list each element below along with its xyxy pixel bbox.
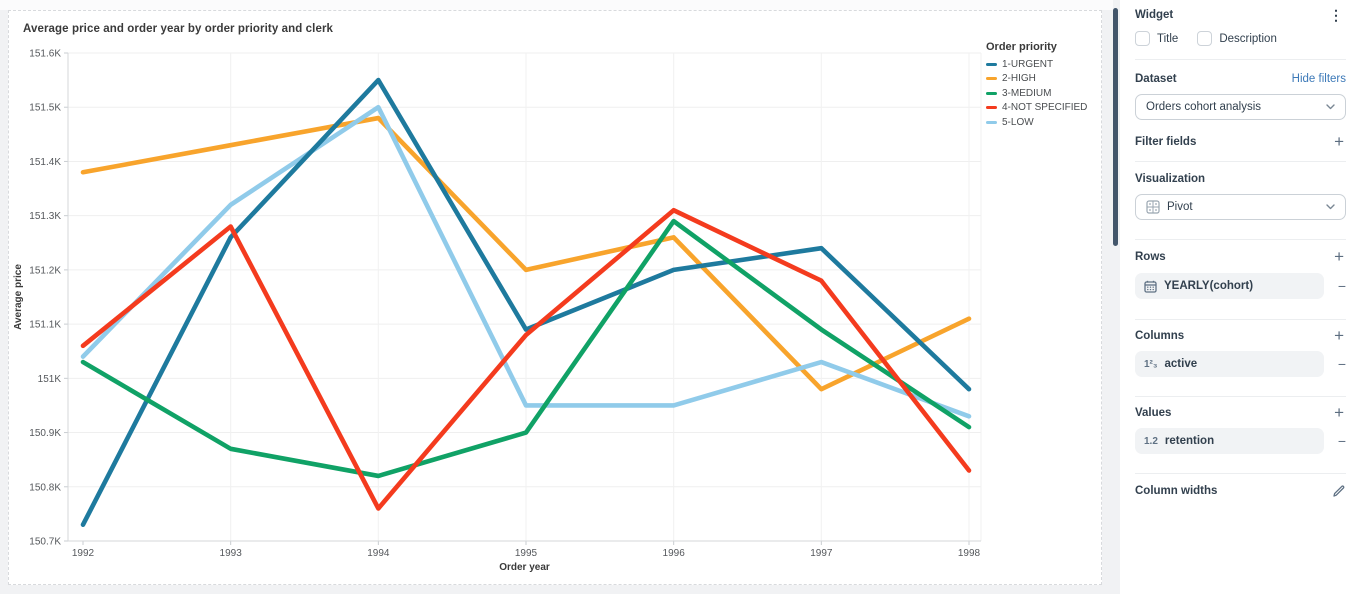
dataset-select[interactable]: Orders cohort analysis — [1135, 94, 1346, 120]
calendar-icon — [1144, 280, 1157, 293]
y-tick-label: 150.9K — [29, 428, 61, 439]
visualization-label: Visualization — [1135, 173, 1206, 185]
panel-title: Widget — [1135, 9, 1174, 21]
visualization-select[interactable]: Pivot — [1135, 194, 1346, 220]
chart-svg[interactable]: 150.7K 150.8K 150.9K 151K 151.1K 151.2K 151.3K… — [9, 11, 1101, 584]
rows-field-chip[interactable]: YEARLY(cohort) — [1135, 273, 1324, 299]
legend-swatch — [986, 120, 997, 124]
values-label: Values — [1135, 407, 1172, 419]
kebab-menu-icon[interactable]: ⋮ — [1329, 7, 1343, 23]
x-tick-label: 1994 — [367, 548, 390, 559]
x-tick-label: 1997 — [810, 548, 833, 559]
y-axis-title: Average price — [13, 264, 24, 330]
y-tick-label: 151.2K — [29, 265, 61, 276]
checkbox-icon[interactable] — [1135, 31, 1150, 46]
remove-columns-field-icon[interactable]: − — [1337, 356, 1346, 372]
x-tick-label: 1995 — [515, 548, 538, 559]
legend-label: 5-LOW — [1002, 116, 1034, 128]
legend-items: 1-URGENT 2-HIGH 3-MEDIUM 4-NOT SPECIFIED 5-L… — [986, 57, 1098, 130]
y-tick-label: 151.6K — [29, 49, 61, 60]
x-tick-label: 1996 — [663, 548, 686, 559]
legend-title: Order priority — [986, 41, 1057, 53]
y-tick-label: 150.8K — [29, 482, 61, 493]
values-field-chip[interactable]: 1.2 retention — [1135, 428, 1324, 454]
legend-label: 1-URGENT — [1002, 58, 1054, 70]
checkbox-icon[interactable] — [1197, 31, 1213, 46]
series-line-2-HIGH[interactable] — [80, 115, 972, 392]
chevron-down-icon — [1326, 104, 1335, 110]
dataset-label: Dataset — [1135, 73, 1177, 85]
rows-label: Rows — [1135, 251, 1166, 263]
pencil-edit-icon[interactable] — [1332, 484, 1346, 498]
settings-panel: Widget ⋮ Title Description Dataset Hide … — [1120, 0, 1358, 594]
description-checkbox[interactable]: Description — [1197, 31, 1277, 46]
series-line-3-MEDIUM[interactable] — [80, 218, 972, 479]
decimal-field-icon: 1.2 — [1144, 435, 1158, 447]
series-line-4-NOT SPECIFIED[interactable] — [80, 207, 972, 511]
add-row-icon[interactable]: + — [1334, 247, 1344, 266]
chevron-down-icon — [1326, 204, 1335, 210]
x-tick-label: 1992 — [72, 548, 95, 559]
y-tick-label: 151.1K — [29, 320, 61, 331]
chart-widget-card: Average price and order year by order pr… — [8, 10, 1102, 585]
legend-item-2-HIGH[interactable]: 2-HIGH — [986, 72, 1098, 87]
x-axis-title: Order year — [499, 562, 550, 573]
hide-filters-link[interactable]: Hide filters — [1291, 73, 1346, 85]
add-column-icon[interactable]: + — [1334, 326, 1344, 345]
grid-edge-strip — [0, 0, 1113, 10]
panel-scrollbar[interactable] — [1113, 8, 1118, 246]
legend-label: 4-NOT SPECIFIED — [1002, 102, 1088, 114]
legend-item-3-MEDIUM[interactable]: 3-MEDIUM — [986, 86, 1098, 101]
legend-swatch — [986, 91, 997, 95]
integer-field-icon: 1²₃ — [1144, 358, 1158, 370]
legend-item-1-URGENT[interactable]: 1-URGENT — [986, 57, 1098, 72]
x-tick-label: 1998 — [958, 548, 981, 559]
filter-fields-label: Filter fields — [1135, 136, 1197, 148]
legend-swatch — [986, 62, 997, 66]
y-tick-label: 151K — [38, 374, 62, 385]
remove-rows-field-icon[interactable]: − — [1337, 278, 1346, 294]
legend-label: 3-MEDIUM — [1002, 87, 1052, 99]
legend-swatch — [986, 77, 997, 81]
legend-item-4-NOT SPECIFIED[interactable]: 4-NOT SPECIFIED — [986, 101, 1098, 116]
columns-label: Columns — [1135, 330, 1185, 342]
y-tick-label: 151.4K — [29, 157, 61, 168]
chart-legend: Order priority 1-URGENT 2-HIGH 3-MEDIUM 4-N… — [986, 41, 1098, 130]
x-tick-label: 1993 — [220, 548, 243, 559]
y-tick-label: 150.7K — [29, 537, 61, 548]
add-filter-field-icon[interactable]: + — [1334, 132, 1344, 151]
series-line-1-URGENT[interactable] — [80, 77, 972, 528]
y-tick-label: 151.3K — [29, 211, 61, 222]
y-tick-label: 151.5K — [29, 103, 61, 114]
title-checkbox[interactable]: Title — [1135, 31, 1178, 46]
legend-swatch — [986, 106, 997, 110]
column-widths-label: Column widths — [1135, 485, 1218, 497]
chart-title: Average price and order year by order pr… — [23, 23, 334, 35]
columns-field-chip[interactable]: 1²₃ active — [1135, 351, 1324, 377]
pivot-table-icon — [1146, 200, 1160, 214]
series-line-5-LOW[interactable] — [80, 104, 972, 419]
legend-label: 2-HIGH — [1002, 73, 1036, 85]
add-value-icon[interactable]: + — [1334, 403, 1344, 422]
remove-values-field-icon[interactable]: − — [1337, 433, 1346, 449]
legend-item-5-LOW[interactable]: 5-LOW — [986, 115, 1098, 130]
